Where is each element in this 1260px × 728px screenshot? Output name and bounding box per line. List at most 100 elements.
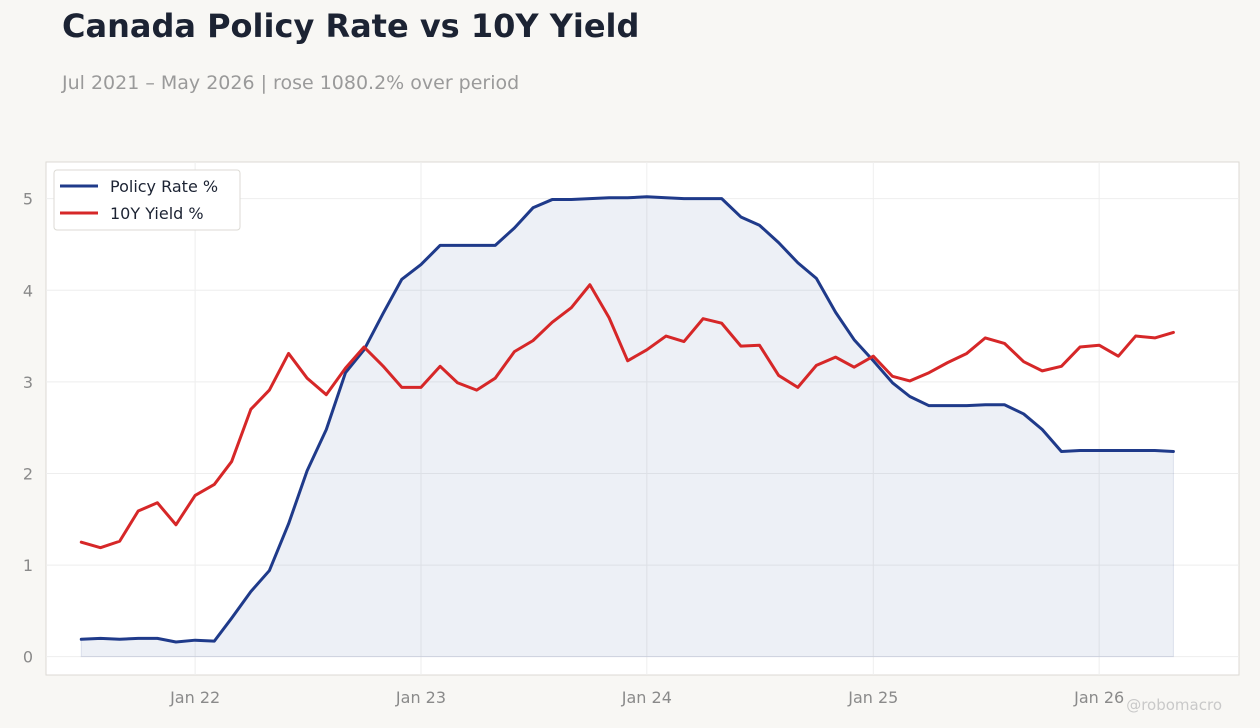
legend-label-policy-rate: Policy Rate % — [110, 177, 218, 196]
data-point-10y-yield — [1058, 363, 1064, 369]
data-point-policy-rate — [889, 380, 895, 386]
y-tick-label: 2 — [23, 464, 33, 483]
data-point-policy-rate — [833, 309, 839, 315]
data-point-10y-yield — [851, 364, 857, 370]
data-point-policy-rate — [454, 242, 460, 248]
y-axis-ticks: 0 1 2 3 4 5 — [23, 190, 33, 667]
data-point-10y-yield — [1170, 329, 1176, 335]
data-point-policy-rate — [719, 196, 725, 202]
data-point-10y-yield — [474, 387, 480, 393]
data-point-10y-yield — [154, 500, 160, 506]
data-point-10y-yield — [286, 350, 292, 356]
data-point-10y-yield — [1115, 353, 1121, 359]
series-lines — [78, 194, 1176, 645]
data-point-10y-yield — [1133, 333, 1139, 339]
x-axis-ticks: Jan 22 Jan 23 Jan 24 Jan 25 Jan 26 — [169, 688, 1124, 707]
data-point-policy-rate — [266, 568, 272, 574]
data-point-10y-yield — [399, 384, 405, 390]
y-tick-label: 3 — [23, 373, 33, 392]
data-point-policy-rate — [380, 310, 386, 316]
data-point-policy-rate — [851, 337, 857, 343]
data-point-10y-yield — [719, 320, 725, 326]
data-point-10y-yield — [568, 305, 574, 311]
data-point-policy-rate — [681, 196, 687, 202]
data-point-policy-rate — [1170, 448, 1176, 454]
data-point-policy-rate — [323, 426, 329, 432]
data-point-policy-rate — [117, 636, 123, 642]
y-tick-label: 4 — [23, 281, 33, 300]
data-point-policy-rate — [1152, 448, 1158, 454]
legend: Policy Rate % 10Y Yield % — [53, 169, 241, 231]
data-point-policy-rate — [1096, 448, 1102, 454]
data-point-10y-yield — [982, 335, 988, 341]
data-point-10y-yield — [437, 363, 443, 369]
data-point-10y-yield — [117, 538, 123, 544]
x-tick-label: Jan 26 — [1073, 688, 1124, 707]
data-point-policy-rate — [644, 194, 650, 200]
data-point-policy-rate — [1021, 411, 1027, 417]
data-point-policy-rate — [1001, 402, 1007, 408]
data-point-policy-rate — [982, 402, 988, 408]
data-point-policy-rate — [738, 214, 744, 220]
x-tick-label: Jan 24 — [621, 688, 672, 707]
x-tick-label: Jan 23 — [395, 688, 446, 707]
watermark: @robomacro — [1126, 696, 1222, 714]
data-point-policy-rate — [1039, 426, 1045, 432]
x-tick-label: Jan 25 — [847, 688, 898, 707]
data-point-policy-rate — [907, 394, 913, 400]
data-point-10y-yield — [870, 353, 876, 359]
data-point-policy-rate — [211, 638, 217, 644]
data-point-policy-rate — [530, 205, 536, 211]
data-point-10y-yield — [192, 492, 198, 498]
data-point-policy-rate — [1077, 448, 1083, 454]
data-point-policy-rate — [492, 242, 498, 248]
grid-lines — [46, 162, 1239, 675]
data-point-10y-yield — [756, 342, 762, 348]
data-point-10y-yield — [776, 372, 782, 378]
data-point-policy-rate — [192, 637, 198, 643]
data-point-policy-rate — [700, 196, 706, 202]
data-point-10y-yield — [492, 375, 498, 381]
data-point-10y-yield — [625, 358, 631, 364]
legend-box — [53, 169, 241, 231]
data-point-10y-yield — [907, 378, 913, 384]
data-point-10y-yield — [361, 344, 367, 350]
chart-subtitle: Jul 2021 – May 2026 | rose 1080.2% over … — [62, 72, 520, 94]
data-point-policy-rate — [568, 197, 574, 203]
x-tick-label: Jan 22 — [169, 688, 220, 707]
data-point-10y-yield — [78, 539, 84, 545]
data-point-10y-yield — [587, 282, 593, 288]
data-point-10y-yield — [945, 360, 951, 366]
data-point-policy-rate — [154, 635, 160, 641]
data-point-policy-rate — [474, 242, 480, 248]
data-point-10y-yield — [1039, 368, 1045, 374]
data-point-policy-rate — [248, 589, 254, 595]
data-point-10y-yield — [1096, 342, 1102, 348]
data-point-10y-yield — [795, 384, 801, 390]
data-point-10y-yield — [454, 380, 460, 386]
data-point-10y-yield — [606, 315, 612, 321]
data-point-10y-yield — [889, 373, 895, 379]
series-line-10y-yield — [79, 283, 1175, 550]
data-point-10y-yield — [418, 384, 424, 390]
data-point-10y-yield — [173, 522, 179, 528]
data-point-10y-yield — [681, 339, 687, 345]
data-point-10y-yield — [380, 363, 386, 369]
data-point-policy-rate — [926, 403, 932, 409]
data-point-10y-yield — [926, 370, 932, 376]
data-point-10y-yield — [644, 347, 650, 353]
data-point-10y-yield — [1001, 340, 1007, 346]
data-point-10y-yield — [530, 338, 536, 344]
data-point-policy-rate — [173, 639, 179, 645]
plot-area — [45, 161, 1240, 676]
data-point-policy-rate — [304, 468, 310, 474]
data-point-10y-yield — [663, 333, 669, 339]
data-point-10y-yield — [964, 350, 970, 356]
data-point-10y-yield — [229, 459, 235, 465]
data-point-policy-rate — [776, 240, 782, 246]
data-point-10y-yield — [304, 375, 310, 381]
data-point-policy-rate — [663, 195, 669, 201]
legend-label-10y-yield: 10Y Yield % — [110, 204, 204, 223]
data-point-policy-rate — [945, 403, 951, 409]
data-point-10y-yield — [266, 387, 272, 393]
